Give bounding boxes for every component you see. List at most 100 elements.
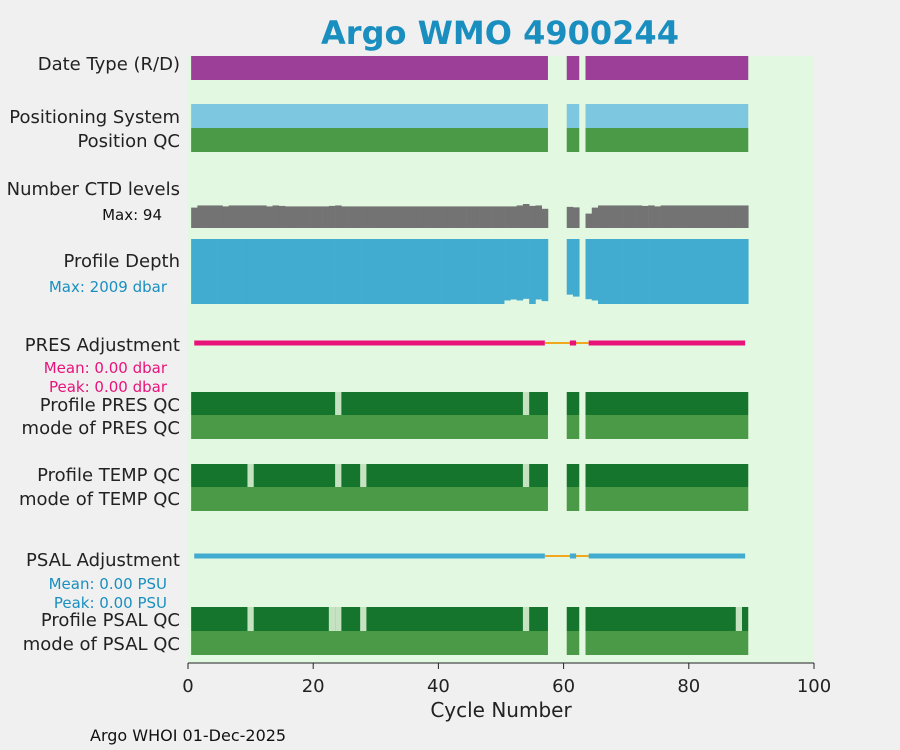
profile-depth-bar bbox=[209, 239, 217, 304]
ctd-level-bar bbox=[197, 205, 204, 228]
pres-qc-bar-segment bbox=[191, 392, 548, 415]
ctd-level-bar bbox=[297, 206, 305, 228]
ctd-level-bar bbox=[366, 206, 373, 228]
profile-depth-bar bbox=[378, 239, 386, 304]
ctd-level-bar bbox=[466, 206, 474, 228]
ctd-level-bar bbox=[360, 206, 367, 228]
profile-depth-bar bbox=[504, 239, 511, 301]
x-tick-label: 40 bbox=[427, 676, 450, 697]
profile-depth-bar bbox=[203, 239, 211, 304]
psal-qc-cell bbox=[360, 607, 367, 631]
ctd-level-bar bbox=[291, 206, 298, 228]
profile-depth-bar bbox=[610, 239, 618, 304]
temp-mode-bar-segment bbox=[585, 487, 749, 511]
ctd-level-bar bbox=[572, 207, 580, 228]
temp-qc-cell bbox=[247, 464, 254, 487]
ctd-level-bar bbox=[510, 206, 517, 228]
ctd-level-bar bbox=[591, 207, 599, 228]
ctd-level-bar bbox=[272, 205, 280, 228]
profile-depth-bar bbox=[253, 239, 261, 304]
ctd-level-bar bbox=[541, 208, 549, 228]
row-label-ctd: Number CTD levels bbox=[7, 179, 180, 200]
row-label-ctd-max: Max: 94 bbox=[102, 206, 162, 224]
ctd-level-bar bbox=[209, 205, 217, 228]
profile-depth-bar bbox=[259, 239, 267, 304]
profile-depth-bar bbox=[347, 239, 355, 304]
positioning-bar-segment bbox=[566, 104, 580, 128]
ctd-level-bar bbox=[479, 206, 486, 228]
psal-qc-cell bbox=[247, 607, 254, 631]
ctd-level-bar bbox=[335, 205, 342, 228]
psal-qc-cell bbox=[735, 607, 743, 631]
psal-mode-bar-segment bbox=[191, 631, 548, 655]
ctd-level-bar bbox=[303, 206, 311, 228]
profile-depth-bar bbox=[510, 239, 517, 300]
profile-depth-bar bbox=[698, 239, 705, 304]
profile-depth-bar bbox=[353, 239, 361, 304]
row-label-temp-qc: Profile TEMP QC bbox=[37, 465, 180, 486]
profile-depth-bar bbox=[497, 239, 505, 304]
ctd-level-bar bbox=[698, 205, 705, 228]
ctd-level-bar bbox=[685, 205, 693, 228]
chart-title: Argo WMO 4900244 bbox=[321, 14, 679, 52]
ctd-level-bar bbox=[234, 205, 242, 228]
profile-depth-bar bbox=[285, 239, 292, 304]
temp-qc-bar-segment bbox=[585, 464, 749, 487]
ctd-level-bar bbox=[447, 206, 455, 228]
profile-depth-bar bbox=[435, 239, 442, 304]
ctd-level-bar bbox=[691, 205, 699, 228]
profile-depth-bar bbox=[228, 239, 236, 304]
profile-depth-bar bbox=[410, 239, 417, 304]
date-type-bar-segment bbox=[566, 56, 580, 80]
profile-depth-bar bbox=[234, 239, 242, 304]
profile-depth-bar bbox=[191, 239, 198, 304]
ctd-level-bar bbox=[191, 207, 198, 228]
ctd-level-bar bbox=[604, 205, 611, 228]
row-label-pres-mean: Mean: 0.00 dbar bbox=[44, 359, 168, 377]
footer-text: Argo WHOI 01-Dec-2025 bbox=[90, 726, 286, 745]
profile-depth-bar bbox=[385, 239, 392, 304]
ctd-level-bar bbox=[673, 205, 680, 228]
profile-depth-bar bbox=[429, 239, 436, 304]
ctd-level-bar bbox=[266, 206, 273, 228]
x-tick-label: 80 bbox=[677, 676, 700, 697]
ctd-level-bar bbox=[716, 205, 724, 228]
profile-depth-bar bbox=[541, 239, 549, 302]
profile-depth-bar bbox=[328, 239, 336, 304]
profile-depth-bar bbox=[391, 239, 399, 304]
profile-depth-bar bbox=[673, 239, 680, 304]
profile-depth-bar bbox=[422, 239, 430, 304]
row-label-pres-peak: Peak: 0.00 dbar bbox=[49, 378, 168, 396]
row-label-psal-qc: Profile PSAL QC bbox=[41, 610, 180, 631]
positioning-bar-segment bbox=[191, 104, 548, 128]
ctd-level-bar bbox=[660, 205, 668, 228]
profile-depth-bar bbox=[623, 239, 630, 304]
profile-depth-bar bbox=[491, 239, 499, 304]
ctd-level-bar bbox=[310, 206, 317, 228]
profile-depth-bar bbox=[742, 239, 749, 304]
profile-depth-bar bbox=[660, 239, 668, 304]
profile-depth-bar bbox=[679, 239, 686, 304]
ctd-level-bar bbox=[203, 205, 211, 228]
row-label-position-qc: Position QC bbox=[77, 131, 180, 152]
ctd-level-bar bbox=[491, 206, 499, 228]
ctd-level-bar bbox=[391, 206, 399, 228]
ctd-level-bar bbox=[429, 206, 436, 228]
ctd-level-bar bbox=[422, 206, 430, 228]
temp-qc-cell bbox=[335, 464, 342, 487]
ctd-level-bar bbox=[259, 205, 267, 228]
ctd-level-bar bbox=[228, 205, 236, 228]
ctd-level-bar bbox=[372, 206, 380, 228]
profile-depth-bar bbox=[241, 239, 248, 304]
profile-depth-bar bbox=[447, 239, 455, 304]
ctd-level-bar bbox=[328, 205, 336, 228]
date-type-bar-segment bbox=[191, 56, 548, 80]
profile-depth-bar bbox=[691, 239, 699, 304]
ctd-level-bar bbox=[616, 205, 624, 228]
temp-mode-bar-segment bbox=[566, 487, 580, 511]
profile-depth-bar bbox=[335, 239, 342, 304]
profile-depth-bar bbox=[685, 239, 693, 304]
position-qc-bar-segment bbox=[191, 128, 548, 152]
ctd-level-bar bbox=[666, 205, 674, 228]
